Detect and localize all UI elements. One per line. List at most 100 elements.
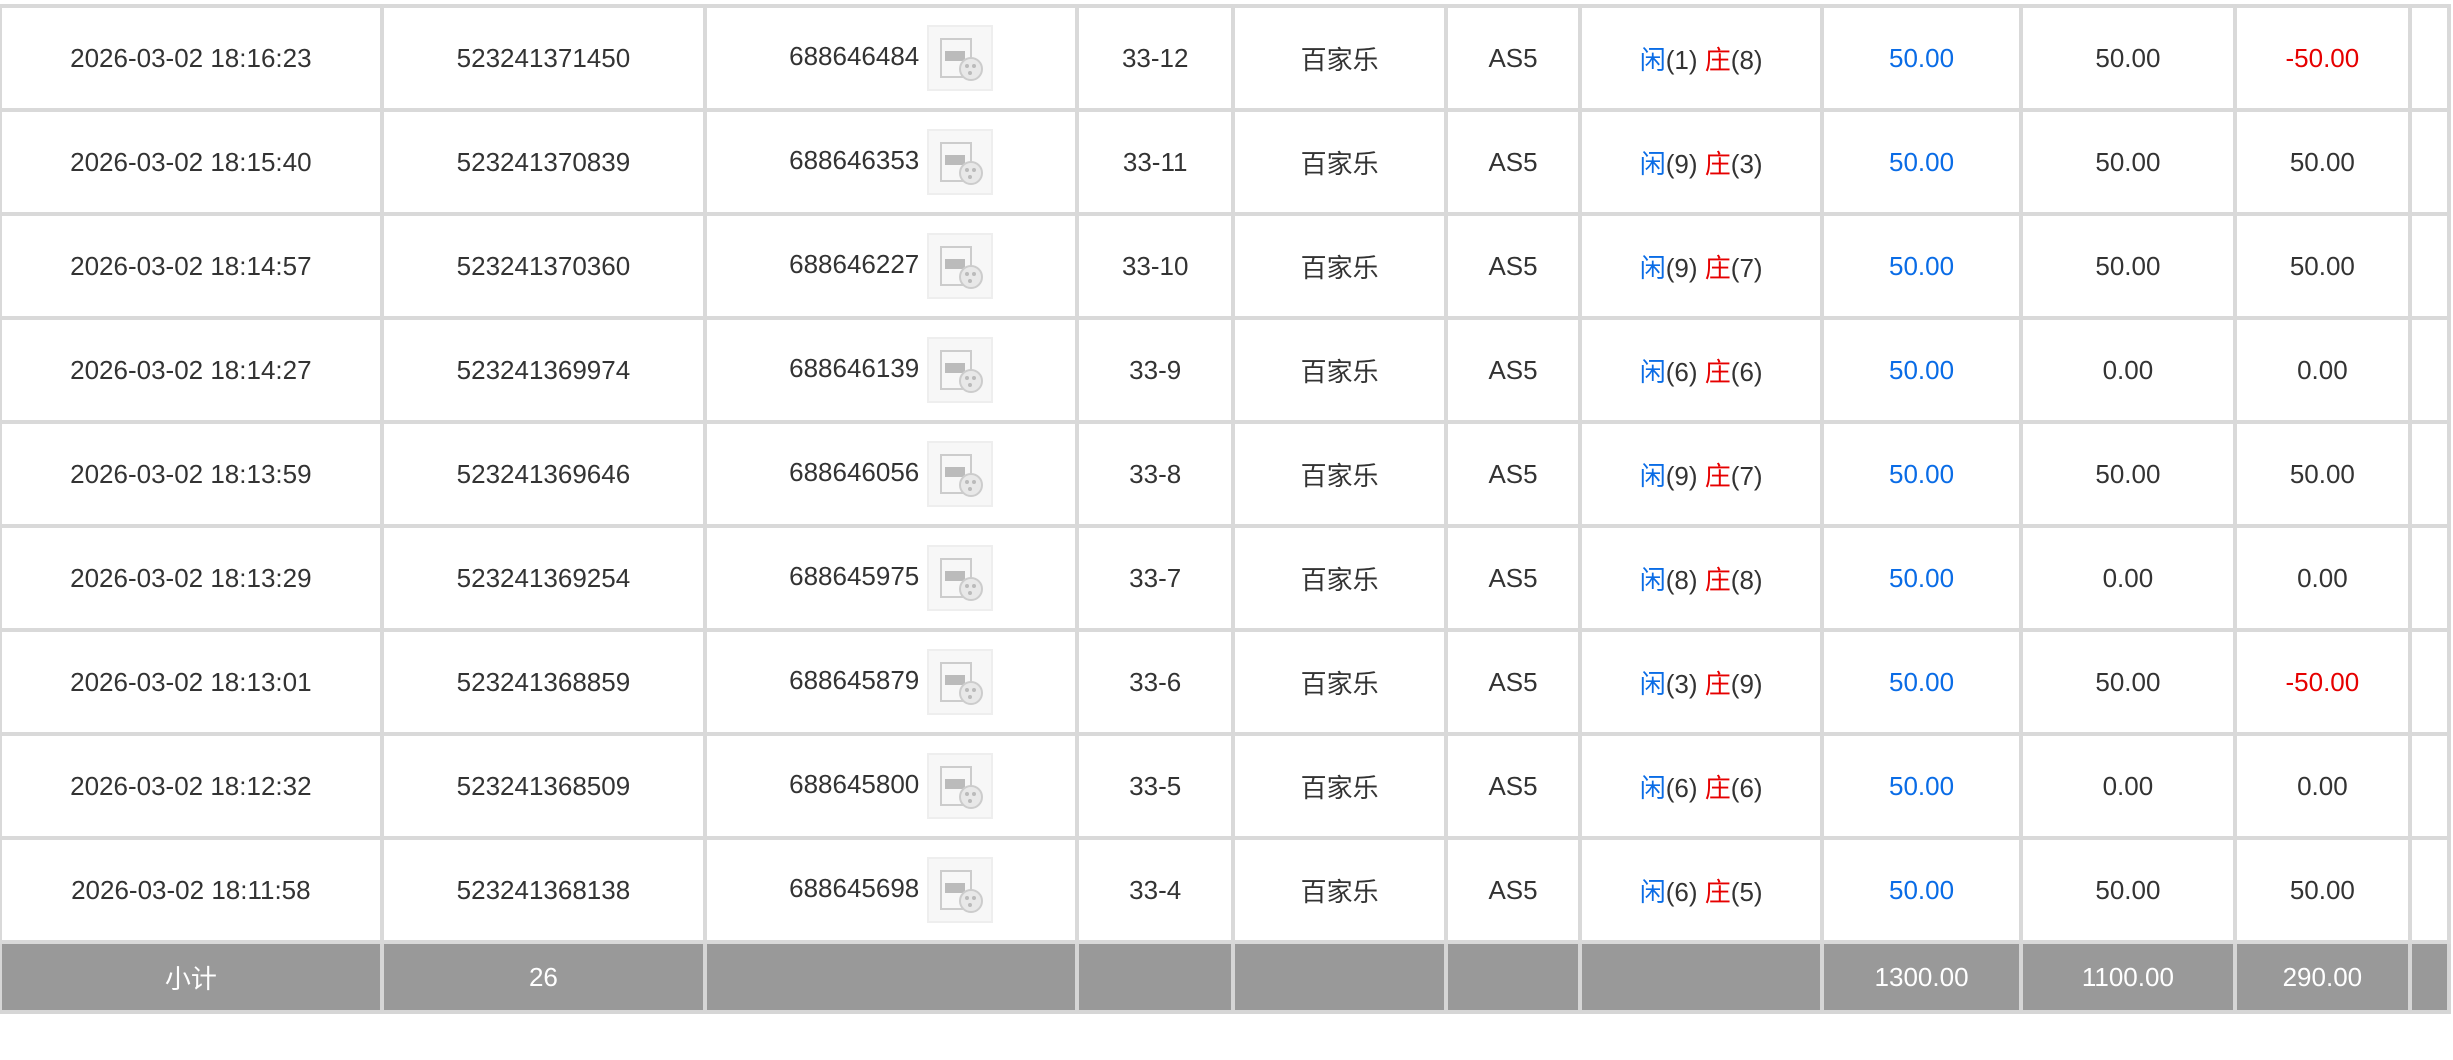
game-name: 百家乐 [1231, 316, 1448, 424]
banker-points: (5) [1730, 876, 1763, 907]
win-loss: 50.00 [2232, 108, 2412, 216]
video-replay-icon[interactable] [927, 857, 994, 923]
bet-time: 2026-03-02 18:11:58 [0, 836, 384, 944]
bet-time: 2026-03-02 18:13:01 [0, 628, 384, 736]
valid-bet: 50.00 [2018, 4, 2237, 112]
table-row: 2026-03-02 18:16:23 523241371450 6886464… [0, 4, 2452, 112]
banker-points: (9) [1730, 668, 1763, 699]
order-number: 523241370360 [379, 212, 708, 320]
table-number: 33-6 [1075, 628, 1236, 736]
bet-amount[interactable]: 50.00 [1820, 4, 2023, 112]
round-cell: 688646353 [703, 108, 1080, 216]
table-row: 2026-03-02 18:12:32 523241368509 6886458… [0, 732, 2452, 840]
valid-bet: 50.00 [2018, 836, 2237, 944]
table-number: 33-9 [1075, 316, 1236, 424]
player-points: (9) [1665, 252, 1698, 283]
banker-label: 庄 [1704, 668, 1731, 699]
empty-cell [1075, 940, 1236, 1014]
bet-time: 2026-03-02 18:16:23 [0, 4, 384, 112]
player-points: (3) [1665, 668, 1698, 699]
bet-time: 2026-03-02 18:15:40 [0, 108, 384, 216]
round-cell: 688645975 [703, 524, 1080, 632]
player-label: 闲 [1639, 252, 1666, 283]
player-label: 闲 [1639, 876, 1666, 907]
extra-cell [2407, 732, 2452, 840]
banker-points: (6) [1730, 772, 1763, 803]
video-replay-icon[interactable] [927, 753, 994, 819]
result-cell: 闲(8) 庄(8) [1578, 524, 1825, 632]
order-number: 523241368509 [379, 732, 708, 840]
player-label: 闲 [1639, 772, 1666, 803]
video-replay-icon[interactable] [927, 441, 994, 507]
result-cell: 闲(1) 庄(8) [1578, 4, 1825, 112]
game-name: 百家乐 [1231, 420, 1448, 528]
banker-points: (6) [1730, 356, 1763, 387]
banker-label: 庄 [1704, 564, 1731, 595]
bet-amount[interactable]: 50.00 [1820, 316, 2023, 424]
empty-cell [1443, 940, 1583, 1014]
room-name: AS5 [1443, 628, 1583, 736]
table-number: 33-11 [1075, 108, 1236, 216]
win-loss: -50.00 [2232, 628, 2412, 736]
game-name: 百家乐 [1231, 628, 1448, 736]
round-number: 688645698 [789, 872, 920, 903]
video-replay-icon[interactable] [927, 649, 994, 715]
table-row: 2026-03-02 18:15:40 523241370839 6886463… [0, 108, 2452, 216]
order-number: 523241371450 [379, 4, 708, 112]
player-points: (6) [1665, 772, 1698, 803]
table-number: 33-10 [1075, 212, 1236, 320]
game-name: 百家乐 [1231, 212, 1448, 320]
bet-amount[interactable]: 50.00 [1820, 212, 2023, 320]
bet-amount[interactable]: 50.00 [1820, 420, 2023, 528]
valid-bet: 50.00 [2018, 212, 2237, 320]
valid-bet: 50.00 [2018, 108, 2237, 216]
result-cell: 闲(6) 庄(5) [1578, 836, 1825, 944]
video-replay-icon[interactable] [927, 337, 994, 403]
banker-label: 庄 [1704, 148, 1731, 179]
player-points: (1) [1665, 44, 1698, 75]
player-points: (6) [1665, 876, 1698, 907]
order-number: 523241368859 [379, 628, 708, 736]
room-name: AS5 [1443, 524, 1583, 632]
table-number: 33-5 [1075, 732, 1236, 840]
order-number: 523241370839 [379, 108, 708, 216]
win-loss: 50.00 [2232, 420, 2412, 528]
bet-time: 2026-03-02 18:12:32 [0, 732, 384, 840]
bet-time: 2026-03-02 18:14:57 [0, 212, 384, 320]
bet-amount[interactable]: 50.00 [1820, 524, 2023, 632]
round-cell: 688645879 [703, 628, 1080, 736]
player-label: 闲 [1639, 564, 1666, 595]
video-replay-icon[interactable] [927, 25, 994, 91]
extra-cell [2407, 420, 2452, 528]
game-name: 百家乐 [1231, 524, 1448, 632]
subtotal-valid: 1100.00 [2018, 940, 2237, 1014]
win-loss: 0.00 [2232, 316, 2412, 424]
bet-amount[interactable]: 50.00 [1820, 628, 2023, 736]
banker-label: 庄 [1704, 356, 1731, 387]
room-name: AS5 [1443, 732, 1583, 840]
round-cell: 688645698 [703, 836, 1080, 944]
table-row: 2026-03-02 18:11:58 523241368138 6886456… [0, 836, 2452, 944]
bet-amount[interactable]: 50.00 [1820, 836, 2023, 944]
video-replay-icon[interactable] [927, 545, 994, 611]
round-cell: 688646227 [703, 212, 1080, 320]
extra-cell [2407, 212, 2452, 320]
room-name: AS5 [1443, 4, 1583, 112]
room-name: AS5 [1443, 108, 1583, 216]
player-label: 闲 [1639, 148, 1666, 179]
player-points: (8) [1665, 564, 1698, 595]
order-number: 523241369254 [379, 524, 708, 632]
result-cell: 闲(6) 庄(6) [1578, 316, 1825, 424]
valid-bet: 0.00 [2018, 732, 2237, 840]
result-cell: 闲(9) 庄(3) [1578, 108, 1825, 216]
round-number: 688645800 [789, 768, 920, 799]
bet-amount[interactable]: 50.00 [1820, 732, 2023, 840]
round-number: 688646139 [789, 352, 920, 383]
bet-amount[interactable]: 50.00 [1820, 108, 2023, 216]
video-replay-icon[interactable] [927, 129, 994, 195]
player-points: (6) [1665, 356, 1698, 387]
round-cell: 688645800 [703, 732, 1080, 840]
valid-bet: 0.00 [2018, 524, 2237, 632]
game-name: 百家乐 [1231, 4, 1448, 112]
video-replay-icon[interactable] [927, 233, 994, 299]
